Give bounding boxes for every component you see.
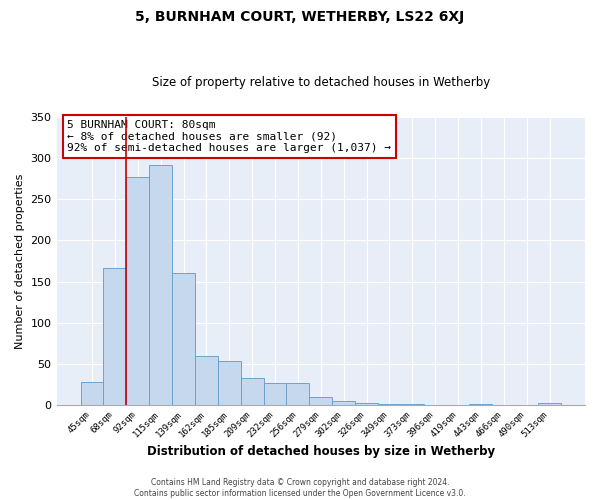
Bar <box>310 396 332 405</box>
Bar <box>80 382 103 405</box>
Y-axis label: Number of detached properties: Number of detached properties <box>15 174 25 348</box>
Bar <box>378 404 401 405</box>
Title: Size of property relative to detached houses in Wetherby: Size of property relative to detached ho… <box>152 76 490 90</box>
Bar <box>286 382 310 405</box>
Bar <box>332 401 355 405</box>
Bar <box>401 404 424 405</box>
Bar <box>355 404 378 405</box>
Bar <box>103 268 127 405</box>
Text: Contains HM Land Registry data © Crown copyright and database right 2024.
Contai: Contains HM Land Registry data © Crown c… <box>134 478 466 498</box>
Bar <box>218 360 241 405</box>
Bar <box>241 378 263 405</box>
Bar <box>172 274 195 405</box>
Text: 5 BURNHAM COURT: 80sqm
← 8% of detached houses are smaller (92)
92% of semi-deta: 5 BURNHAM COURT: 80sqm ← 8% of detached … <box>67 120 391 153</box>
Text: 5, BURNHAM COURT, WETHERBY, LS22 6XJ: 5, BURNHAM COURT, WETHERBY, LS22 6XJ <box>136 10 464 24</box>
Bar <box>149 165 172 405</box>
X-axis label: Distribution of detached houses by size in Wetherby: Distribution of detached houses by size … <box>147 444 495 458</box>
Bar <box>469 404 493 405</box>
Bar <box>538 404 561 405</box>
Bar <box>127 177 149 405</box>
Bar <box>263 382 286 405</box>
Bar <box>195 356 218 405</box>
